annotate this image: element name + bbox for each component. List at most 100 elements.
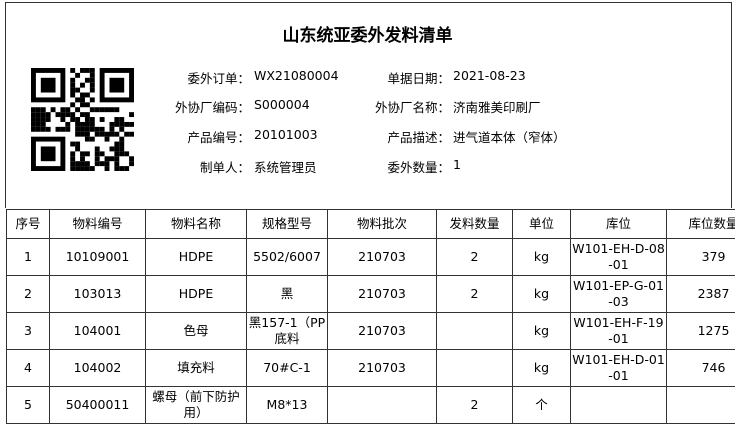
table-cell: 1 [6,238,50,276]
cell-text: 210703 [358,323,406,338]
table-cell: kg [512,275,571,313]
cell-text: 50400011 [65,397,130,412]
column-header: 物料批次 [327,209,437,239]
table-cell: 2 [436,386,513,424]
table-cell: 210703 [327,238,437,276]
cell-text: 103013 [73,286,122,301]
info-value: 系统管理员 [254,160,317,175]
page-title: 山东统亚委外发料清单 [282,26,453,46]
cell-text: kg [533,360,550,375]
info-label: 制单人： [199,160,250,175]
column-header: 物料编号 [49,209,146,239]
table-cell: 3 [6,312,50,350]
materials-table: 序号 物料编号 物料名称 规格型号 物料批次 发料数量 单位 库位 库位数量 1 10109001… [6,209,735,424]
table-cell: 2387 [666,275,735,313]
cell-text: 5502/6007 [253,249,321,264]
table-cell: W101-EH-D-08-01 [570,238,667,276]
cell-text: 黑 [280,286,294,301]
table-cell: 螺母（前下防护用） [145,386,247,424]
table-cell: M8*13 [246,386,328,424]
cell-text: 746 [701,360,726,375]
cell-text: 2 [470,397,479,412]
column-header: 库位数量 [666,209,735,239]
table-cell: 50400011 [49,386,146,424]
table-cell: W101-EH-F-19-01 [570,312,667,350]
table-cell: 104002 [49,349,146,387]
info-label: 委外订单： [187,71,250,86]
table-row: 1 10109001 HDPE 5502/6007 210703 2 kg W101-EH-D… [6,238,735,276]
cell-text: W101-EH-D-01-01 [572,352,665,383]
cell-text: kg [533,323,550,338]
cell-text: 1 [24,249,32,264]
cell-text: 379 [701,249,726,264]
table-cell: 2 [6,275,50,313]
cell-text: W101-EP-G-01-03 [573,278,664,309]
table-cell: 2 [436,275,513,313]
column-header: 单位 [512,209,571,239]
table-cell: 104001 [49,312,146,350]
cell-text: 2 [470,249,479,264]
cell-text: 210703 [358,286,406,301]
info-value: WX21080004 [254,68,339,83]
cell-text: 2 [24,286,32,301]
table-cell: 5502/6007 [246,238,328,276]
cell-text: 黑157-1（PP底料 [248,315,326,346]
cell-text: 色母 [183,323,209,338]
table-cell: 5 [6,386,50,424]
table-row: 5 50400011 螺母（前下防护用） M8*13 2 个 [6,386,735,424]
table-cell: 210703 [327,312,437,350]
table-cell: 103013 [49,275,146,313]
table-cell [327,386,437,424]
table-cell: 黑157-1（PP底料 [246,312,328,350]
cell-text: 10109001 [65,249,130,264]
info-label: 外协厂编码： [174,100,250,115]
info-value: 进气道本体（窄体） [453,130,566,145]
info-label: 委外数量： [387,160,450,175]
table-cell: 2 [436,238,513,276]
info-label: 产品编号： [187,130,250,145]
cell-text: 210703 [358,360,406,375]
cell-text: HDPE [178,286,214,301]
table-cell: 210703 [327,349,437,387]
table-row: 4 104002 填充料 70#C-1 210703 kg W101-EH-D-01-01 7… [6,349,735,387]
column-header: 序号 [6,209,50,239]
table-cell: 4 [6,349,50,387]
info-value: 2021-08-23 [453,68,526,83]
table-cell: 1275 [666,312,735,350]
cell-text: 104001 [73,323,122,338]
table-cell [570,386,667,424]
cell-text: 70#C-1 [263,360,311,375]
table-cell: kg [512,238,571,276]
cell-text: 210703 [358,249,406,264]
table-row: 3 104001 色母 黑157-1（PP底料 210703 kg W101-EH-F-19… [6,312,735,350]
table-cell: 70#C-1 [246,349,328,387]
table-cell: 746 [666,349,735,387]
cell-text: kg [533,249,550,264]
cell-text: 4 [24,360,32,375]
table-cell [436,312,513,350]
cell-text: 3 [24,323,32,338]
table-cell: W101-EP-G-01-03 [570,275,667,313]
cell-text: 1275 [697,323,730,338]
info-label: 单据日期： [387,71,450,86]
column-header: 物料名称 [145,209,247,239]
info-label: 产品描述： [387,130,450,145]
table-cell: 个 [512,386,571,424]
info-value: S000004 [254,97,310,112]
table-cell: 10109001 [49,238,146,276]
table-cell: 210703 [327,275,437,313]
qr-code [31,68,134,171]
table-cell: 379 [666,238,735,276]
table-cell [436,349,513,387]
table-cell: 黑 [246,275,328,313]
table-cell [666,386,735,424]
column-header: 库位 [570,209,667,239]
table-cell: kg [512,312,571,350]
info-label: 外协厂名称： [374,100,450,115]
table-cell: HDPE [145,238,247,276]
cell-text: 5 [24,397,32,412]
cell-text: kg [533,286,550,301]
cell-text: 个 [535,397,548,412]
cell-text: 2 [470,286,479,301]
